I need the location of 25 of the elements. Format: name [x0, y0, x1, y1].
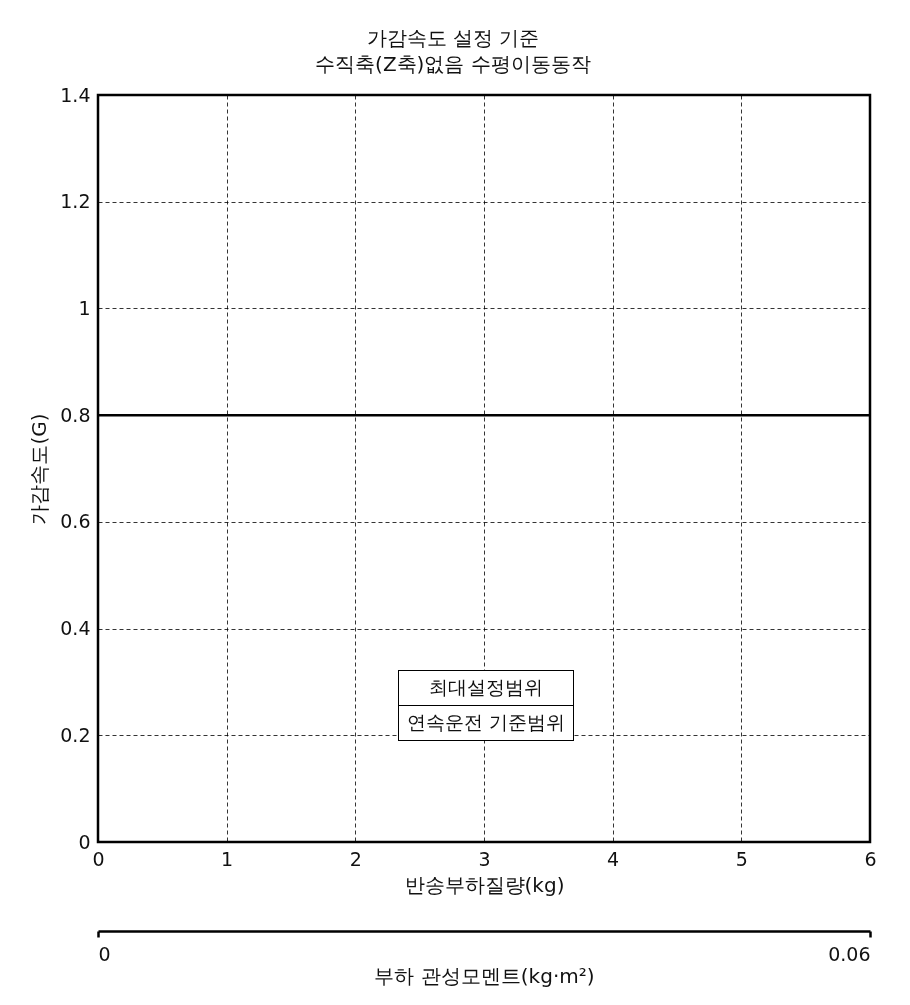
x2-axis-title: 부하 관성모멘트(kg·m²)	[374, 963, 595, 988]
x2-tick-label: 0.06	[828, 942, 871, 965]
legend-box: 최대설정범위 연속운전 기준범위	[398, 670, 575, 741]
y-axis-title: 가감속도(G)	[27, 413, 52, 525]
chart-title: 가감속도 설정 기준	[366, 25, 540, 50]
x-axis-title: 반송부하질량(kg)	[404, 872, 565, 897]
x-tick-label: 3	[478, 847, 491, 870]
annotation: 최대설정범위	[428, 675, 544, 700]
y-tick-label: 0.2	[60, 723, 91, 746]
y-tick-label: 0.8	[60, 403, 91, 426]
y-tick-label: 1.4	[60, 83, 91, 106]
y-tick-label: 1.2	[60, 190, 91, 213]
y-tick-label: 0.6	[60, 510, 91, 533]
x-tick-label: 0	[92, 847, 105, 870]
x-tick-label: 2	[349, 847, 362, 870]
x-tick-label: 1	[221, 847, 234, 870]
y-tick-label: 0.4	[60, 617, 91, 640]
x-tick-label: 4	[607, 847, 620, 870]
annotation: 연속운전 기준범위	[399, 705, 574, 740]
x2-tick-label: 0	[98, 942, 111, 965]
y-tick-label: 1	[78, 296, 91, 319]
x-tick-label: 6	[864, 847, 877, 870]
y-tick-label: 0	[78, 830, 91, 853]
chart-subtitle: 수직축(Z축)없음 수평이동동작	[315, 51, 591, 76]
x-tick-label: 5	[735, 847, 748, 870]
